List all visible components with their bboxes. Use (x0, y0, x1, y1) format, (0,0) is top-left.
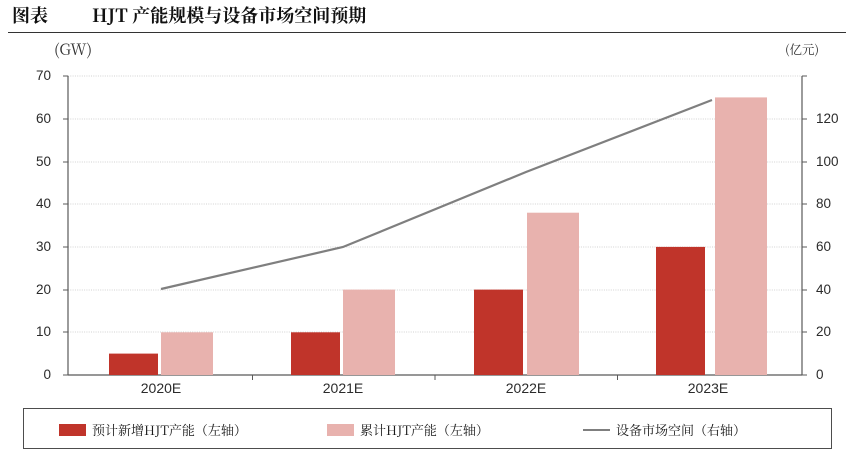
svg-text:50: 50 (36, 154, 51, 169)
svg-text:10: 10 (36, 324, 51, 339)
svg-text:60: 60 (816, 239, 831, 254)
svg-text:30: 30 (36, 239, 51, 254)
svg-text:70: 70 (36, 68, 51, 83)
svg-text:40: 40 (36, 196, 51, 211)
svg-text:60: 60 (36, 111, 51, 126)
svg-text:80: 80 (816, 196, 831, 211)
svg-text:2023E: 2023E (688, 380, 728, 396)
svg-text:0: 0 (43, 367, 51, 382)
svg-text:20: 20 (816, 324, 831, 339)
svg-text:2020E: 2020E (141, 380, 181, 396)
svg-text:2022E: 2022E (506, 380, 546, 396)
svg-text:40: 40 (816, 282, 831, 297)
svg-text:0: 0 (816, 367, 824, 382)
svg-text:120: 120 (816, 111, 839, 126)
svg-text:20: 20 (36, 282, 51, 297)
svg-text:2021E: 2021E (323, 380, 363, 396)
svg-text:100: 100 (816, 154, 839, 169)
